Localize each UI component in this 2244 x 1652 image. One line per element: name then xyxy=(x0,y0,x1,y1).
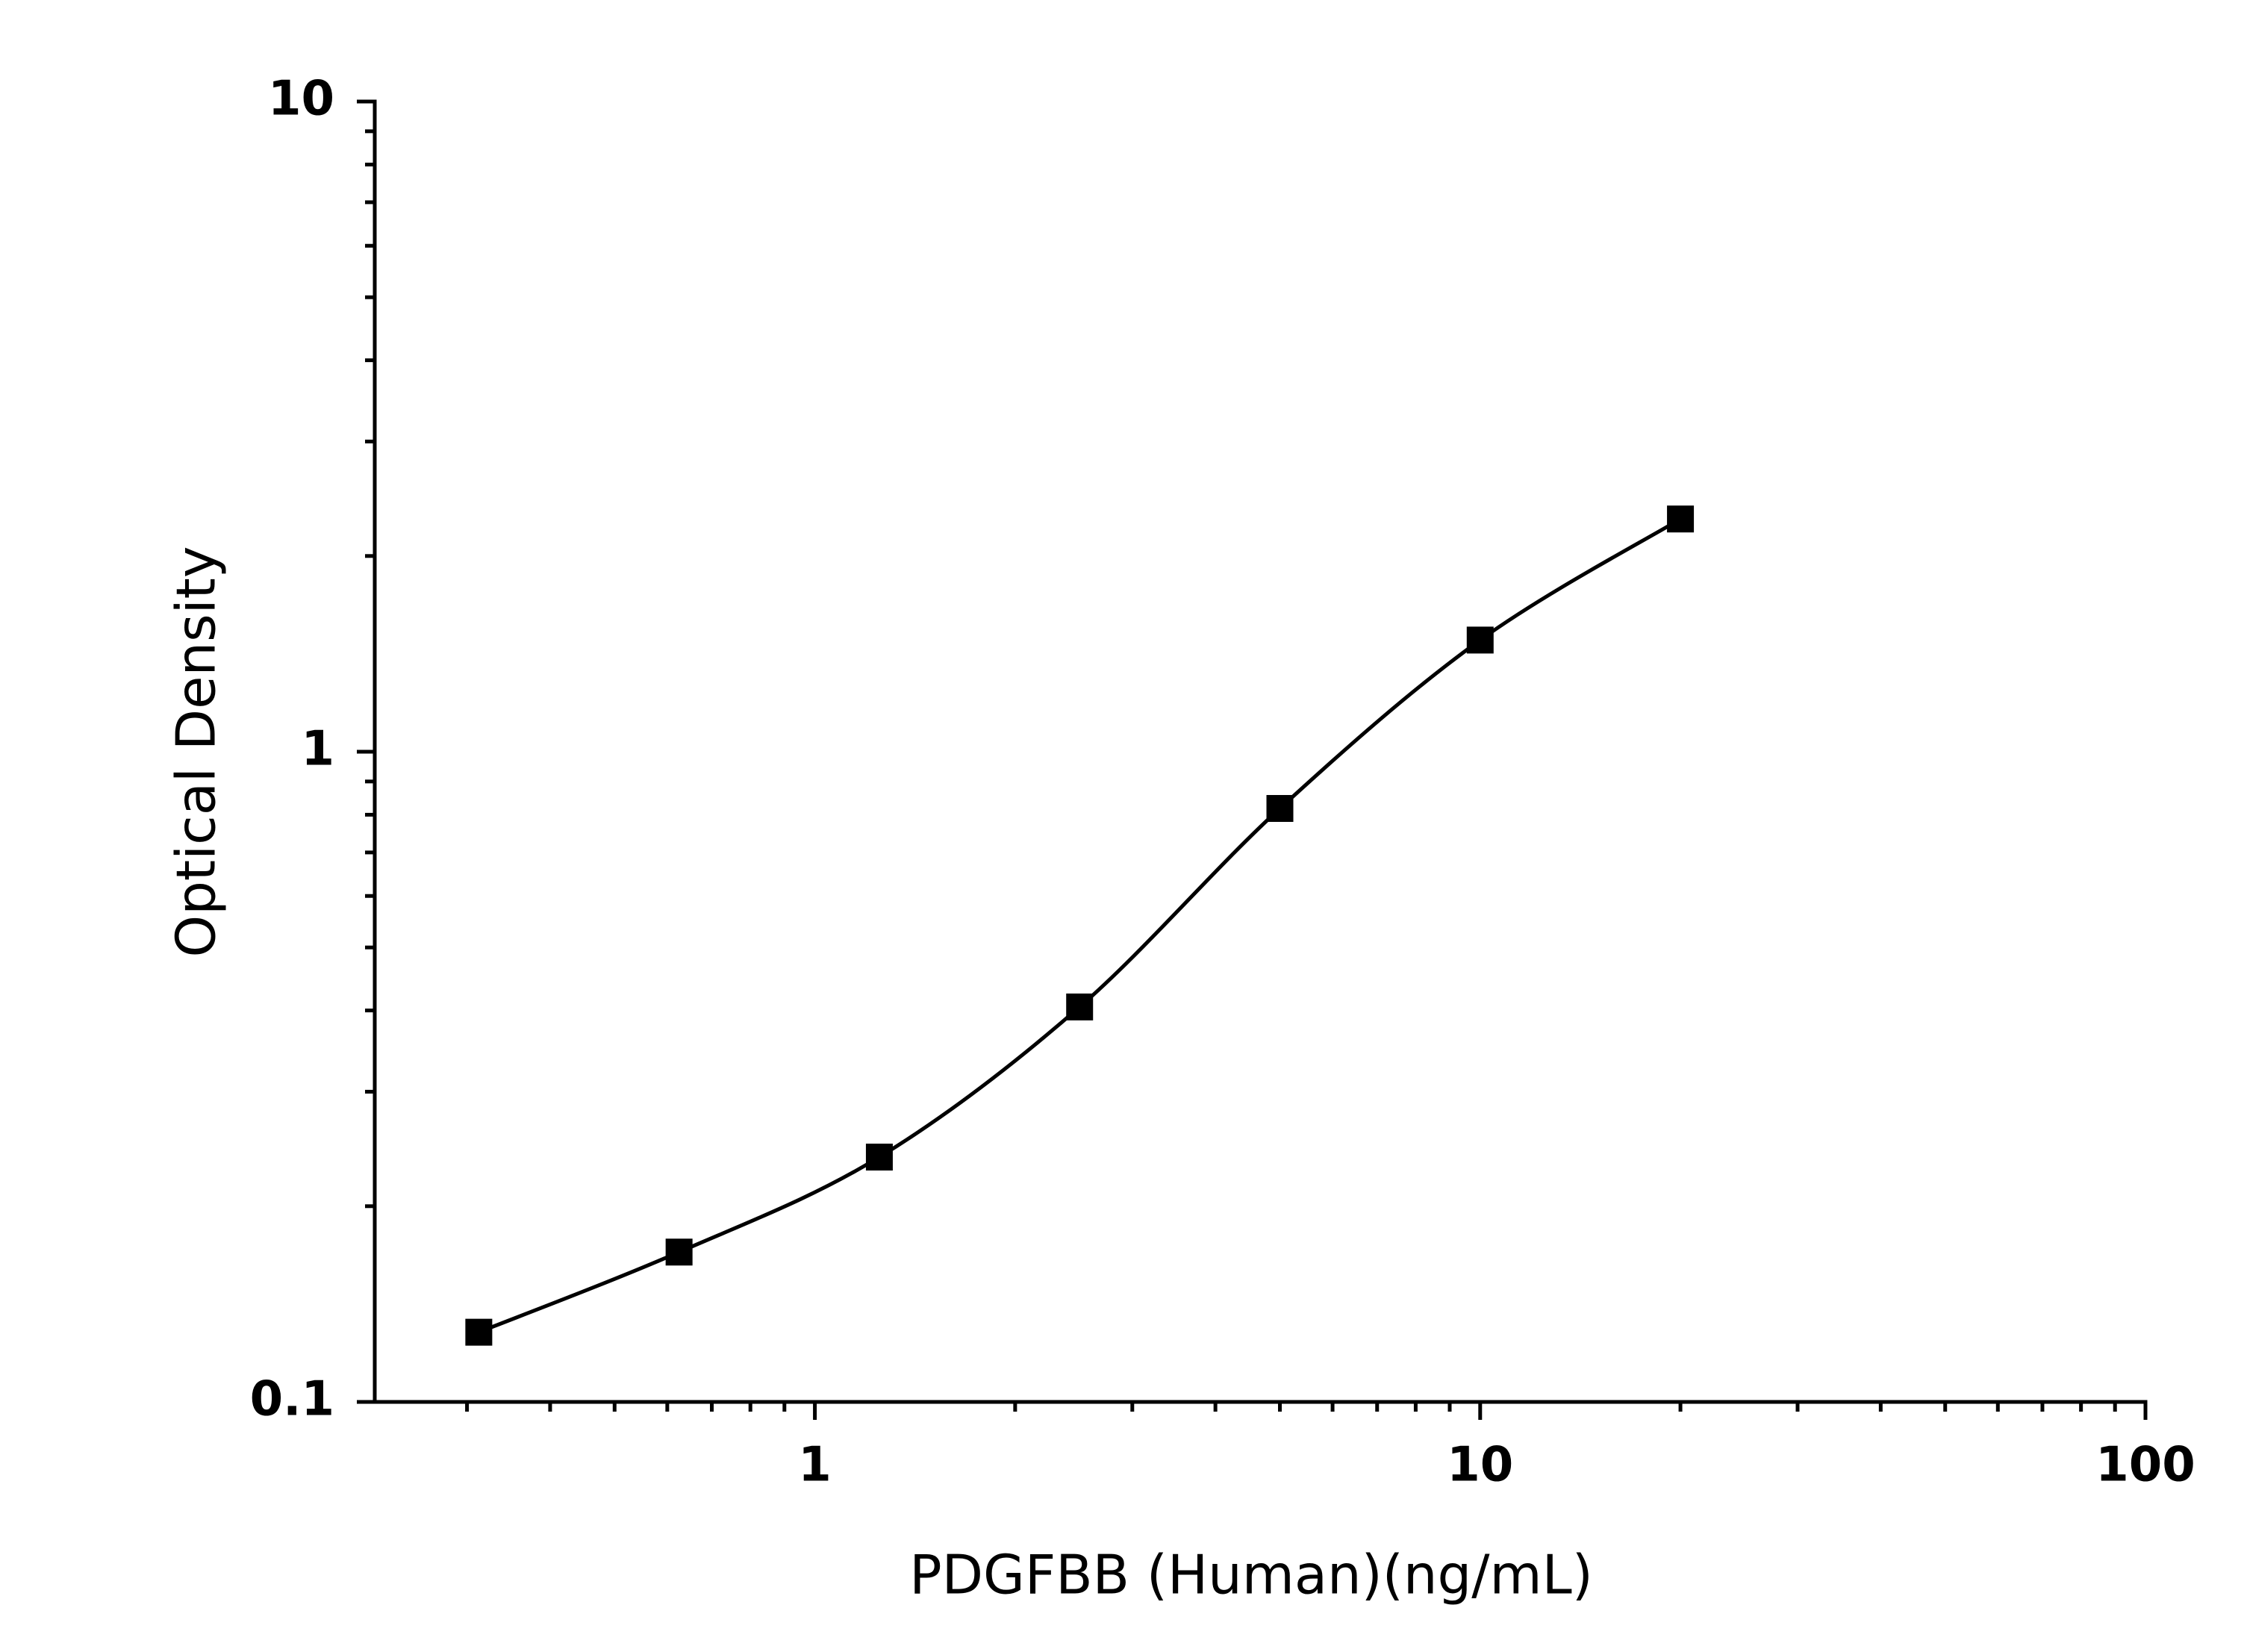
data-point xyxy=(1667,505,1695,533)
y-axis-title: Optical Density xyxy=(165,546,228,958)
x-tick-label: 100 xyxy=(2095,1438,2195,1493)
data-point xyxy=(665,1238,693,1266)
y-tick-label: 10 xyxy=(268,72,334,127)
data-point xyxy=(1066,993,1094,1020)
data-point xyxy=(865,1144,893,1171)
y-tick-label: 1 xyxy=(301,722,334,777)
data-point xyxy=(1466,626,1494,654)
x-axis-title: PDGFBB (Human)(ng/mL) xyxy=(909,1544,1593,1606)
x-tick-label: 10 xyxy=(1447,1438,1513,1493)
data-point xyxy=(1266,794,1294,822)
y-tick-label: 0.1 xyxy=(250,1372,334,1427)
x-tick-label: 1 xyxy=(798,1438,832,1493)
data-point xyxy=(465,1318,493,1346)
